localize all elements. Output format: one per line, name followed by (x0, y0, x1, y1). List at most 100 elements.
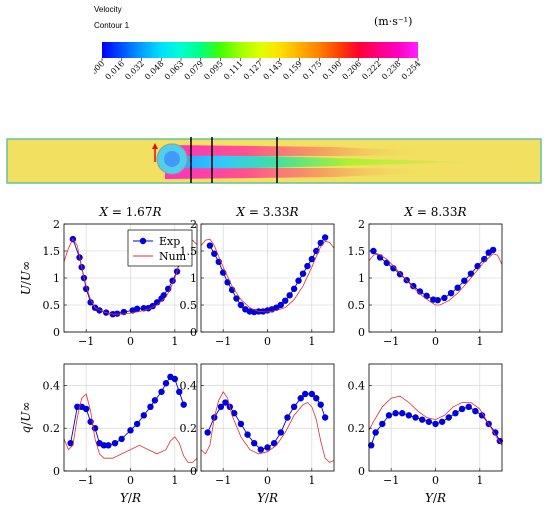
x-axis-label: Y/R (120, 491, 141, 505)
label-part: / (433, 491, 438, 505)
data-point-exp (447, 289, 455, 297)
x-tick-label: −1 (383, 474, 399, 487)
data-point-exp (399, 410, 406, 417)
y-tick-label: 0.5 (180, 299, 198, 312)
colorbar-tick-label: 0.079 (183, 59, 206, 82)
data-point-exp (251, 439, 258, 447)
data-point-exp (82, 405, 90, 413)
label-part: Y (257, 491, 266, 505)
colorbar-tick-label: 0.095 (202, 59, 225, 82)
data-point-exp (458, 405, 466, 413)
data-point-exp (308, 390, 316, 398)
label-part: R (456, 205, 466, 219)
y-tick-label: 1.5 (180, 245, 198, 258)
data-point-exp (438, 418, 446, 425)
data-point-exp (297, 395, 304, 402)
x-tick-label: 1 (308, 474, 315, 487)
colorbar-tick-label: 0.048 (143, 59, 166, 82)
series-line-num (201, 238, 334, 313)
x-tick-label: −1 (383, 335, 399, 348)
y-tick-label: 0.4 (43, 379, 61, 392)
data-point-exp (111, 439, 119, 447)
data-point-exp (147, 403, 154, 410)
x-tick-label: −1 (78, 335, 94, 348)
data-point-exp (127, 427, 134, 434)
flow-contour (6, 137, 542, 184)
y-tick-label: 0.2 (180, 422, 198, 435)
series-line-num (369, 253, 502, 306)
data-point-exp (370, 247, 377, 255)
x-tick-label: −1 (78, 474, 94, 487)
data-point-exp (96, 307, 103, 314)
label-part: Y (425, 491, 434, 505)
data-point-exp (257, 446, 265, 453)
series-line-num (201, 391, 334, 463)
label-part: = 8.33 (413, 205, 457, 219)
data-point-exp (204, 429, 211, 436)
label-part: R (288, 205, 298, 219)
data-point-exp (416, 288, 424, 295)
data-point-exp (180, 401, 187, 408)
data-point-exp (217, 403, 225, 410)
x-tick-label: 0 (432, 474, 439, 487)
data-point-exp (392, 410, 399, 417)
y-tick-label: 0.5 (43, 299, 61, 312)
cylinder-core (164, 151, 180, 167)
data-point-exp (308, 255, 316, 263)
y-tick-label: 0.4 (348, 379, 366, 392)
x-tick-label: −1 (215, 474, 231, 487)
y-tick-label: 0.4 (180, 379, 198, 392)
label-part: R (268, 491, 278, 505)
data-point-exp (171, 375, 179, 383)
data-point-exp (277, 429, 284, 436)
data-point-exp (277, 301, 284, 309)
data-point-exp (158, 388, 165, 396)
data-point-exp (379, 420, 386, 428)
x-tick-label: 0 (264, 474, 271, 487)
panel-2: −1 0 1 0 0.5 1 1.5 2 X = 3.33R (180, 205, 335, 348)
legend-marker-exp (139, 237, 147, 245)
data-point-exp (237, 301, 245, 309)
x-tick-label: 1 (308, 335, 315, 348)
data-point-exp (317, 239, 324, 247)
label-part: U (19, 411, 33, 422)
data-point-exp (383, 259, 390, 267)
wake-region (175, 155, 465, 169)
x-tick-label: 1 (171, 474, 178, 487)
data-point-exp (67, 439, 74, 447)
data-point-exp (465, 403, 472, 410)
y-tick-label: 0 (53, 465, 60, 478)
data-point-exp (368, 442, 375, 449)
colorbar-tick-label: 0.127 (242, 59, 265, 82)
y-tick-label: 0 (358, 465, 365, 478)
data-point-exp (321, 234, 329, 241)
x-tick-label: 0 (127, 335, 134, 348)
panel-5: −1 0 1 0 0.2 0.4 Y/R (180, 363, 335, 505)
colorbar-tick-label: 0.222 (360, 59, 383, 82)
data-point-exp (290, 285, 298, 292)
panel-title: X = 3.33R (236, 205, 299, 219)
y-axis-label: U/U∞ (19, 261, 33, 295)
data-point-exp (237, 420, 245, 428)
data-point-exp (206, 242, 214, 249)
data-point-exp (290, 403, 298, 410)
data-point-exp (231, 410, 238, 417)
y-tick-label: 2 (53, 218, 60, 231)
label-part: R (151, 205, 161, 219)
legend-subtitle: Contour 1 (94, 21, 130, 30)
data-point-exp (432, 420, 439, 428)
data-point-exp (405, 412, 413, 419)
data-point-exp (317, 401, 324, 408)
data-point-exp (151, 397, 159, 404)
data-point-exp (489, 246, 497, 254)
x-axis-label: Y/R (257, 491, 278, 505)
data-point-exp (133, 420, 141, 428)
y-axis-label: q/U∞ (19, 402, 33, 434)
data-point-exp (74, 403, 81, 410)
data-point-exp (474, 262, 481, 270)
panel-6: −1 0 1 0 0.2 0.4 Y/R (348, 363, 503, 505)
data-point-exp (222, 399, 229, 406)
label-part: U (19, 270, 33, 281)
